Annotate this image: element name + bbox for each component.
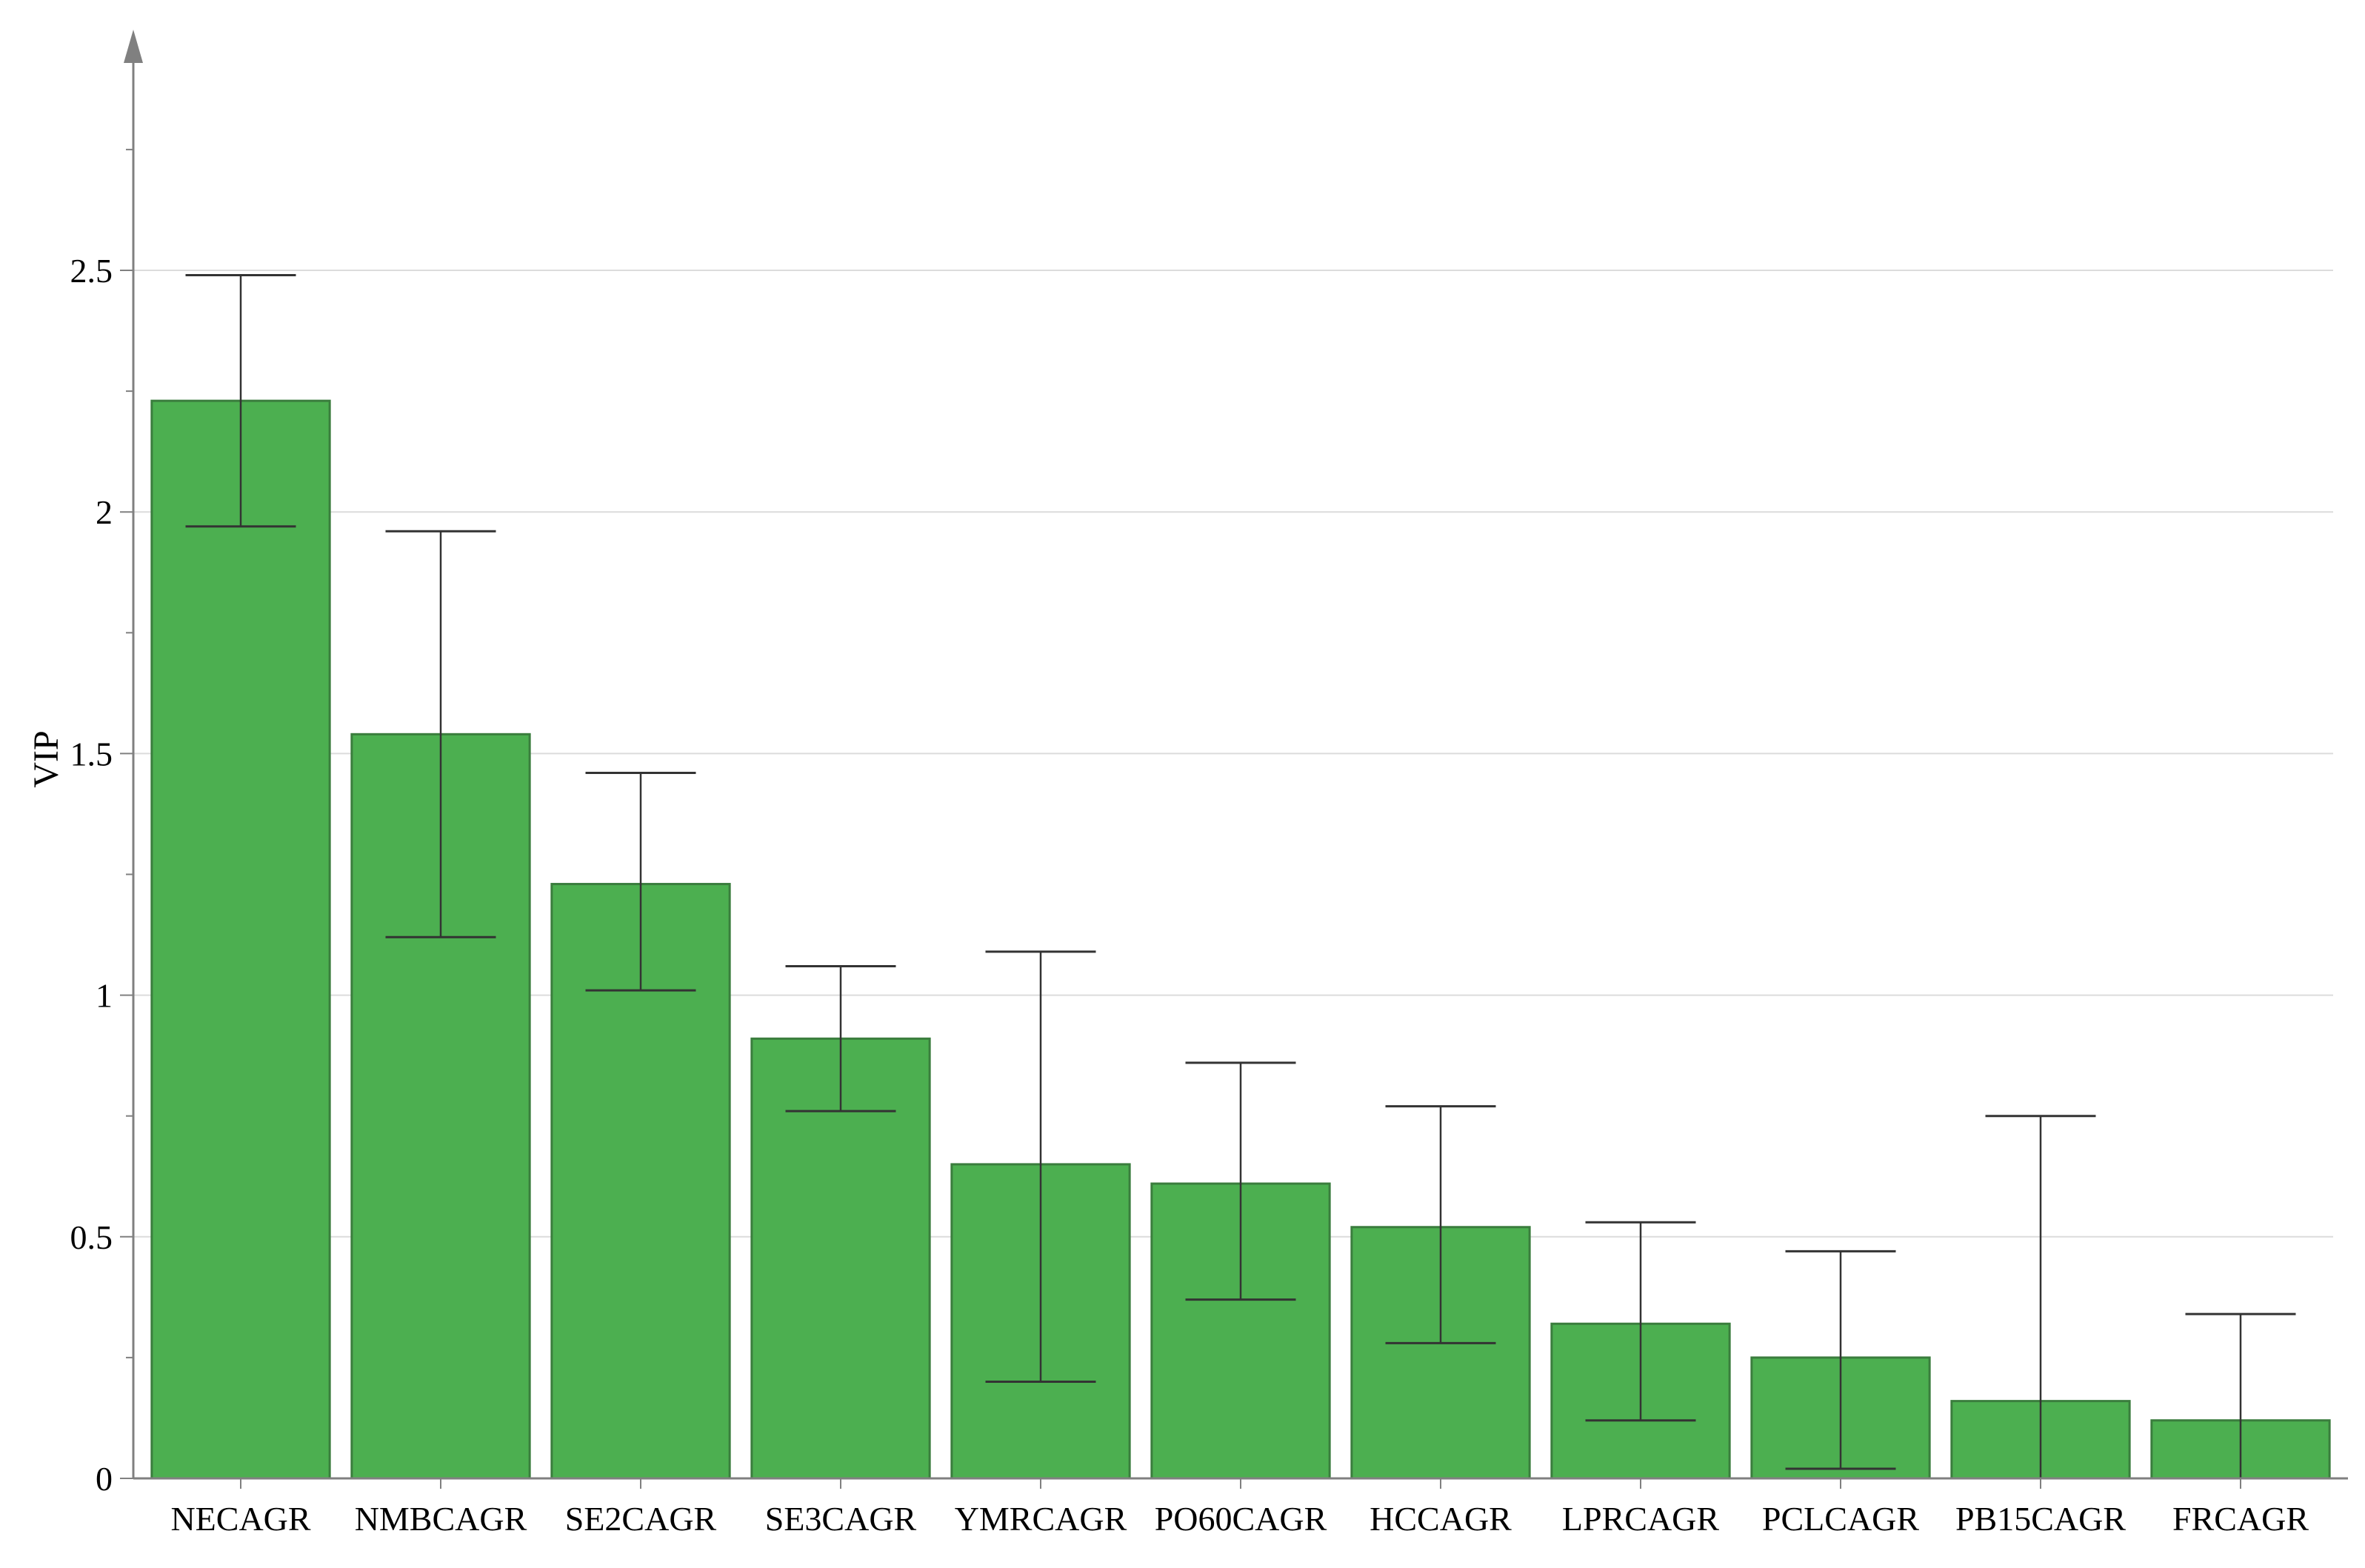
y-tick-label: 2.5	[70, 252, 113, 290]
y-axis-title: VIP	[27, 730, 66, 787]
x-tick-label: SE3CAGR	[765, 1500, 917, 1538]
bars	[150, 399, 2331, 1480]
y-axis-arrow-icon	[124, 30, 143, 63]
x-tick-label: NECAGR	[170, 1500, 310, 1538]
x-tick-label: HCCAGR	[1370, 1500, 1512, 1538]
x-tick-label: YMRCAGR	[955, 1500, 1127, 1538]
y-tick-label: 2	[96, 493, 113, 531]
bar	[150, 399, 331, 1480]
x-tick-label: LPRCAGR	[1562, 1500, 1719, 1538]
y-tick-label: 1	[96, 977, 113, 1015]
x-tick-label: PB15CAGR	[1955, 1500, 2126, 1538]
y-tick-label: 0.5	[70, 1218, 113, 1256]
x-tick-label: NMBCAGR	[355, 1500, 527, 1538]
y-tick-label: 1.5	[70, 735, 113, 773]
category-labels: NECAGR NMBCAGR SE2CAGR SE3CAGR YMRCAGR PO60CA…	[170, 1478, 2309, 1538]
y-ticks: 0 0.5 1 1.5 2 2.5	[70, 148, 133, 1498]
y-tick-label: 0	[96, 1460, 113, 1498]
x-tick-label: FRCAGR	[2172, 1500, 2309, 1538]
x-tick-label: SE2CAGR	[565, 1500, 717, 1538]
error-bars	[185, 274, 2296, 1480]
x-tick-label: PCLCAGR	[1762, 1500, 1919, 1538]
x-tick-label: PO60CAGR	[1155, 1500, 1327, 1538]
